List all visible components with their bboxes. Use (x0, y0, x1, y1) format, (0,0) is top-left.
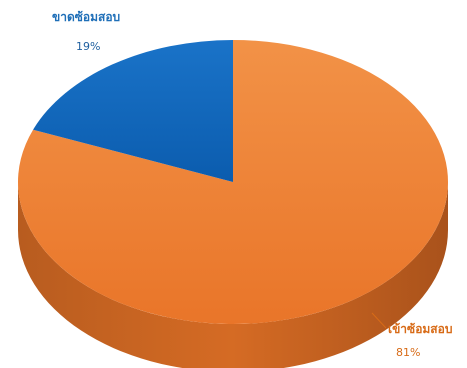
pie-slice-side-present (18, 182, 448, 368)
pie-slice-absent (33, 40, 234, 182)
slice-label-present: เข้าซ้อมสอบ (388, 322, 453, 336)
pie-slice-present (18, 40, 449, 324)
leader-line-present (371, 312, 387, 329)
slice-label-absent: ขาดซ้อมสอบ (52, 10, 121, 24)
slice-value-present: 81% (396, 346, 421, 359)
slice-value-absent: 19% (76, 40, 101, 53)
